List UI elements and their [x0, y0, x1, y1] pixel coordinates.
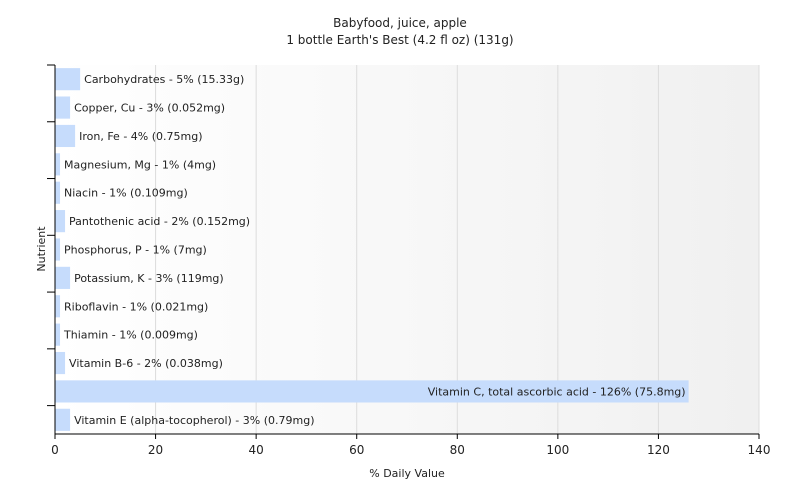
bar-label-7: Potassium, K - 3% (119mg) — [74, 272, 224, 285]
chart-subtitle: 1 bottle Earth's Best (4.2 fl oz) (131g) — [286, 33, 513, 47]
bar-label-12: Vitamin E (alpha-tocopherol) - 3% (0.79m… — [74, 414, 314, 427]
bar-11 — [55, 380, 689, 403]
gridlines — [155, 65, 760, 434]
bar-label-8: Riboflavin - 1% (0.021mg) — [64, 300, 208, 313]
y-axis-title: Nutrient — [35, 226, 48, 272]
x-tick-label-6: 120 — [647, 443, 670, 457]
bar-label-11: Vitamin C, total ascorbic acid - 126% (7… — [428, 385, 686, 398]
bar-label-2: Iron, Fe - 4% (0.75mg) — [79, 130, 202, 143]
bar-0 — [55, 68, 81, 91]
x-tick-label-1: 20 — [148, 443, 163, 457]
bar-8 — [55, 295, 61, 318]
x-tick-label-4: 80 — [450, 443, 465, 457]
plot-background — [55, 65, 759, 434]
chart-title: Babyfood, juice, apple — [333, 16, 467, 30]
x-tick-label-7: 140 — [748, 443, 771, 457]
bar-label-4: Niacin - 1% (0.109mg) — [64, 187, 188, 200]
bar-label-9: Thiamin - 1% (0.009mg) — [63, 329, 198, 342]
bar-label-6: Phosphorus, P - 1% (7mg) — [64, 244, 207, 257]
bar-7 — [55, 266, 71, 289]
bar-12 — [55, 408, 71, 431]
bar-9 — [55, 323, 61, 346]
x-tick-label-2: 40 — [249, 443, 264, 457]
bar-2 — [55, 124, 76, 148]
bar-label-3: Magnesium, Mg - 1% (4mg) — [64, 158, 216, 171]
x-tick-label-3: 60 — [349, 443, 364, 457]
x-tick-label-5: 100 — [546, 443, 569, 457]
axes: 0 20 40 60 80 100 120 140 — [47, 64, 771, 457]
x-tick-label-0: 0 — [51, 443, 59, 457]
bar-label-10: Vitamin B-6 - 2% (0.038mg) — [69, 357, 223, 370]
bar-1 — [55, 96, 71, 119]
bar-5 — [55, 210, 66, 233]
x-axis-title: % Daily Value — [369, 467, 445, 480]
bars: Carbohydrates - 5% (15.33g) Copper, Cu - … — [55, 68, 689, 431]
bar-10 — [55, 351, 66, 375]
bar-label-5: Pantothenic acid - 2% (0.152mg) — [69, 215, 250, 228]
bar-label-0: Carbohydrates - 5% (15.33g) — [84, 73, 244, 86]
bar-3 — [55, 153, 61, 176]
bar-label-1: Copper, Cu - 3% (0.052mg) — [74, 102, 225, 115]
bar-6 — [55, 238, 61, 261]
bar-4 — [55, 181, 61, 204]
